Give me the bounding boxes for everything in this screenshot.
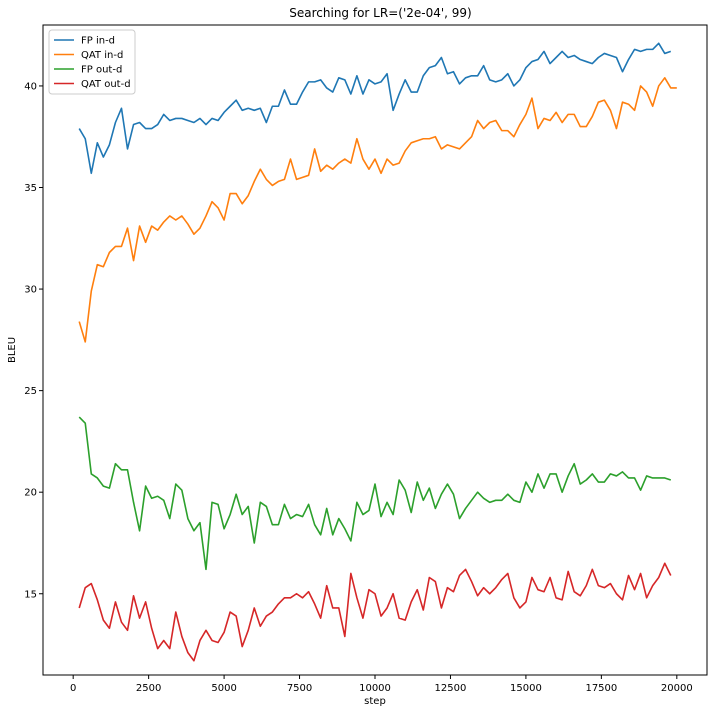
x-tick-label: 2500	[136, 683, 161, 694]
y-tick-label: 30	[24, 285, 37, 296]
series-line-qat-out-d	[78, 562, 672, 662]
y-axis: 15 20 25 30 35 40	[24, 81, 43, 600]
x-tick-label: 5000	[211, 683, 236, 694]
legend-box	[48, 29, 136, 95]
y-tick-label: 25	[24, 386, 37, 397]
y-axis-label: BLEU	[7, 337, 18, 363]
y-tick-label: 40	[24, 81, 37, 92]
series-line-qat-in-d	[78, 77, 677, 343]
y-tick-label: 15	[24, 589, 37, 600]
series-line-fp-out-d	[78, 416, 672, 571]
legend-entry-qat-out-d: QAT out-d	[81, 79, 131, 90]
x-tick-label: 20000	[661, 683, 693, 694]
legend-entry-fp-out-d: FP out-d	[81, 65, 122, 76]
y-tick-label: 35	[24, 183, 37, 194]
x-tick-label: 12500	[435, 683, 467, 694]
legend-entry-qat-in-d: QAT in-d	[81, 50, 123, 61]
legend-entry-fp-in-d: FP in-d	[81, 36, 115, 47]
x-axis-label: step	[364, 696, 386, 707]
x-tick-label: 17500	[585, 683, 617, 694]
series-line-fp-in-d	[78, 42, 672, 175]
x-tick-label: 7500	[287, 683, 312, 694]
x-axis: 0 2500 5000 7500 10000 12500 15000 17500 20000	[70, 675, 693, 694]
x-tick-label: 10000	[359, 683, 391, 694]
chart-title: Searching for LR=('2e-04', 99)	[289, 6, 471, 20]
series-lines	[78, 42, 677, 662]
y-tick-label: 20	[24, 488, 37, 499]
x-tick-label: 15000	[510, 683, 542, 694]
x-tick-label: 0	[70, 683, 76, 694]
legend: FP in-d QAT in-d FP out-d QAT out-d	[48, 29, 136, 95]
